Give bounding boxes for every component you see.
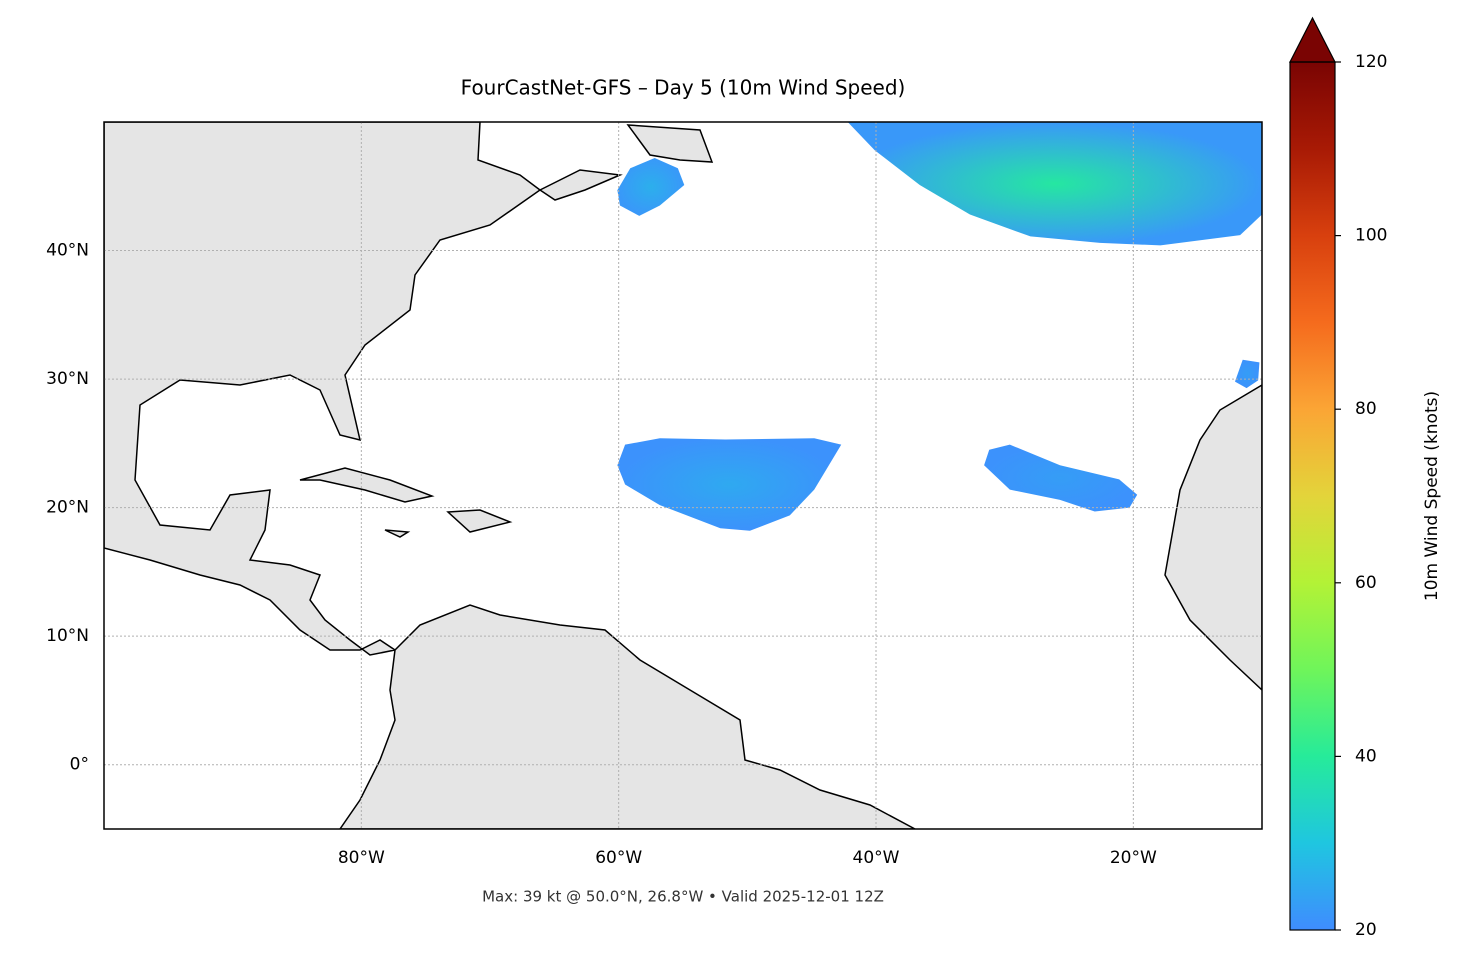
colorbar-tick-label: 80: [1355, 399, 1377, 419]
wind-region: [617, 157, 685, 216]
y-tick-label: 10°N: [46, 626, 89, 646]
colorbar-tick-label: 60: [1355, 573, 1377, 593]
wind-fields: [617, 122, 1262, 531]
colorbar-tick-label: 40: [1355, 746, 1377, 766]
x-tick-label: 80°W: [338, 848, 385, 868]
south-america: [339, 604, 916, 829]
colorbar-tick-label: 120: [1355, 52, 1387, 72]
wind-region: [1234, 359, 1260, 389]
africa: [1164, 384, 1262, 692]
hispaniola: [446, 509, 513, 533]
colorbar: 20 40 60 80 100 120: [1289, 16, 1387, 940]
wind-region: [617, 438, 842, 531]
colorbar-extend: [1289, 16, 1336, 63]
jamaica: [384, 529, 411, 538]
colorbar-fill: [1290, 62, 1335, 930]
nova-scotia: [538, 169, 623, 201]
north-america: [104, 122, 542, 656]
wind-region: [984, 444, 1138, 512]
colorbar-label: 10m Wind Speed (knots): [1422, 391, 1442, 601]
grid: [104, 122, 1262, 829]
wind-region: [847, 122, 1262, 246]
map-frame: [103, 121, 1263, 830]
y-tick-label: 20°N: [46, 498, 89, 518]
footer: Max: 39 kt @ 50.0°N, 26.8°W • Valid 2025…: [482, 888, 884, 906]
axes: 80°W 60°W 40°W 20°W 0° 10°N 20°N 30°N 40°N: [46, 241, 1157, 868]
colorbar-tick-label: 100: [1355, 226, 1387, 246]
colorbar-frame: [1289, 61, 1336, 931]
chart-title: FourCastNet-GFS – Day 5 (10m Wind Speed): [461, 76, 906, 100]
y-tick-label: 0°: [70, 755, 89, 775]
cuba: [299, 467, 435, 503]
x-tick-label: 40°W: [853, 848, 900, 868]
land: [104, 122, 1262, 829]
newfoundland: [626, 124, 714, 163]
y-tick-label: 40°N: [46, 241, 89, 261]
y-tick-label: 30°N: [46, 369, 89, 389]
x-tick-label: 60°W: [595, 848, 642, 868]
colorbar-tick-label: 20: [1355, 920, 1377, 940]
x-tick-label: 20°W: [1110, 848, 1157, 868]
map: [104, 122, 1262, 829]
